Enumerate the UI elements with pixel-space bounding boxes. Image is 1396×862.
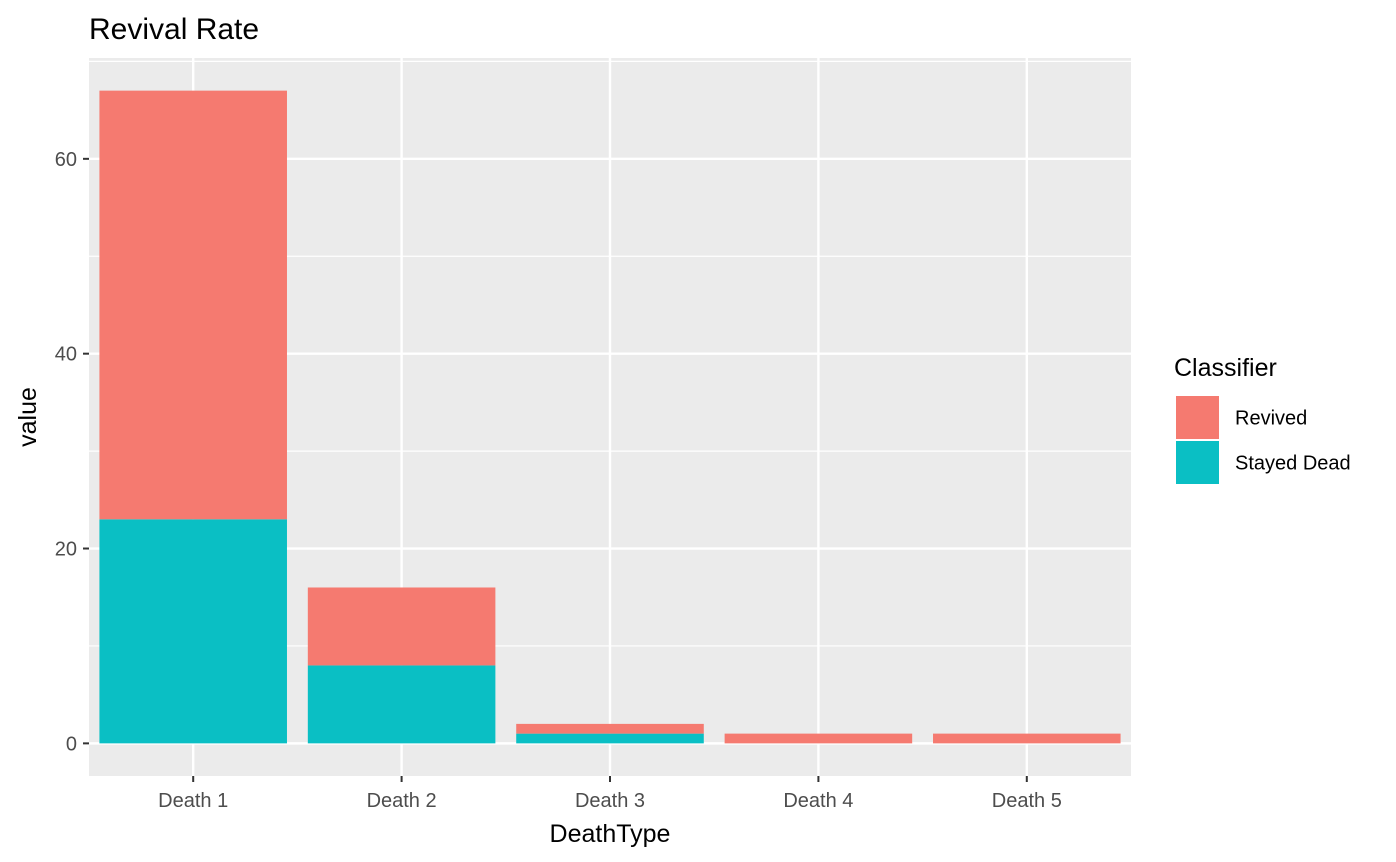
x-tick-label: Death 4	[783, 790, 853, 812]
chart-title: Revival Rate	[89, 13, 259, 46]
bars	[99, 90, 1121, 744]
legend-key-revived	[1176, 396, 1219, 439]
legend: Classifier Revived Stayed Dead	[1174, 354, 1351, 484]
y-tick-label: 0	[66, 733, 77, 755]
y-tick-label: 40	[55, 344, 77, 366]
y-axis: 0 20 40 60	[55, 149, 89, 755]
bar-revived	[99, 90, 287, 520]
x-axis-title: DeathType	[550, 820, 671, 848]
x-tick-label: Death 3	[575, 790, 645, 812]
y-axis-title: value	[14, 387, 42, 447]
bar-revived	[307, 587, 496, 666]
bar-stayed-dead	[516, 733, 704, 744]
legend-items: Revived Stayed Dead	[1176, 396, 1351, 484]
legend-label-revived: Revived	[1235, 408, 1307, 430]
bar-stayed-dead	[99, 519, 287, 744]
plot-area	[89, 58, 1131, 776]
x-tick-label: Death 5	[992, 790, 1062, 812]
bar-revived	[933, 733, 1121, 744]
legend-key-stayed-dead	[1176, 441, 1219, 484]
bar-revived	[724, 733, 913, 744]
y-tick-label: 60	[55, 149, 77, 171]
x-axis: Death 1 Death 2 Death 3 Death 4 Death 5	[158, 776, 1062, 812]
legend-title: Classifier	[1174, 354, 1277, 382]
bar-stayed-dead	[307, 665, 496, 744]
bar-revived	[516, 723, 704, 734]
x-tick-label: Death 1	[158, 790, 228, 812]
x-tick-label: Death 2	[367, 790, 437, 812]
legend-label-stayed-dead: Stayed Dead	[1235, 453, 1351, 475]
y-tick-label: 20	[55, 539, 77, 561]
